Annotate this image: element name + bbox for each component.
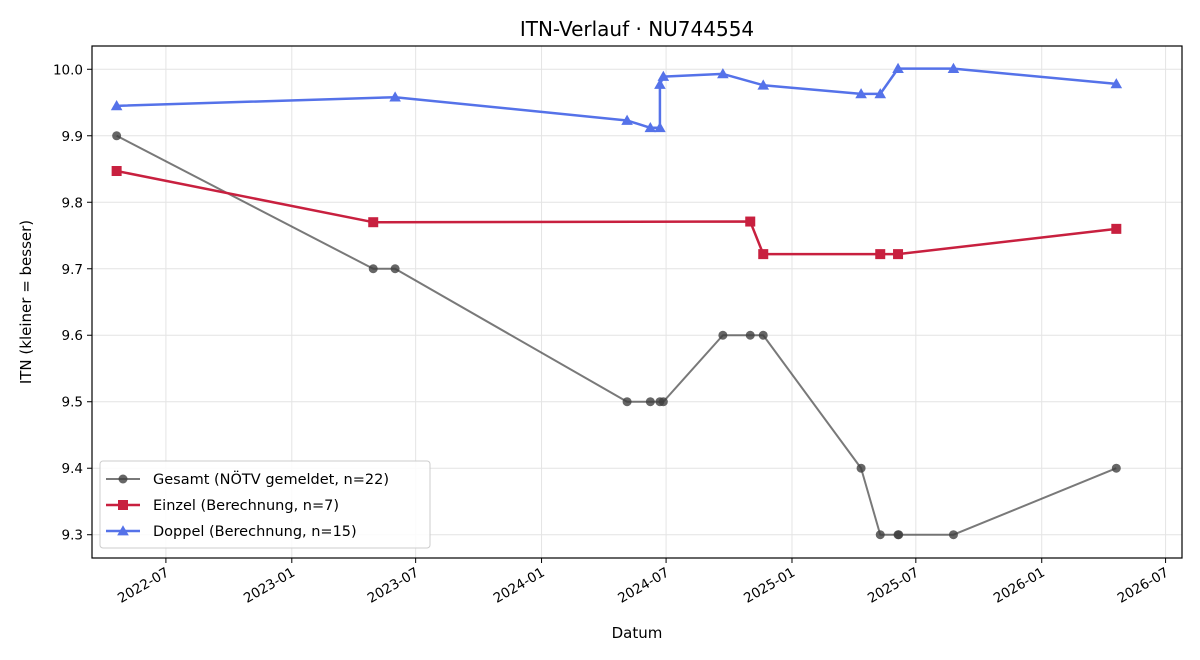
data-point xyxy=(856,463,866,473)
y-tick-label: 10.0 xyxy=(53,62,83,78)
data-point xyxy=(1111,463,1121,473)
data-point xyxy=(894,530,904,540)
data-point xyxy=(758,330,768,340)
legend-swatch-marker xyxy=(118,474,128,484)
data-point xyxy=(622,397,632,407)
data-point xyxy=(654,78,666,89)
legend-swatch-marker xyxy=(118,500,128,510)
series-layer xyxy=(110,62,1123,540)
y-tick-label: 9.4 xyxy=(62,461,83,477)
data-point xyxy=(758,249,769,260)
x-axis-title: Datum xyxy=(612,624,663,642)
data-point xyxy=(855,88,867,99)
data-point xyxy=(389,91,401,102)
legend-label: Einzel (Berechnung, n=7) xyxy=(153,498,339,514)
data-point xyxy=(111,166,122,177)
data-point xyxy=(112,131,122,141)
y-tick-label: 9.7 xyxy=(62,262,83,278)
data-point xyxy=(644,121,657,133)
data-point xyxy=(717,68,729,79)
data-point xyxy=(657,70,670,81)
data-point xyxy=(745,330,755,340)
data-point xyxy=(947,62,960,73)
data-point xyxy=(874,88,887,99)
series-circle xyxy=(112,131,1121,540)
plot-area-frame xyxy=(91,45,1183,559)
y-tick-label: 9.6 xyxy=(62,328,83,344)
legend-label: Gesamt (NÖTV gemeldet, n=22) xyxy=(153,470,389,488)
series-triangle xyxy=(110,62,1123,133)
data-point xyxy=(948,530,958,540)
data-point xyxy=(892,62,904,73)
y-tick-label: 9.8 xyxy=(62,195,83,211)
data-point xyxy=(110,100,123,111)
data-point xyxy=(654,121,666,133)
data-point xyxy=(645,397,655,407)
y-axis: 9.3 9.4 9.5 9.6 9.7 9.8 9.9 10.0 xyxy=(53,62,92,544)
series-square xyxy=(111,166,1122,260)
y-tick-label: 9.9 xyxy=(62,129,83,145)
legend-box xyxy=(99,460,431,549)
y-tick-label: 9.5 xyxy=(62,395,83,411)
y-tick-label: 9.3 xyxy=(62,528,83,544)
data-point xyxy=(875,530,885,540)
data-point xyxy=(368,217,379,228)
data-point xyxy=(390,264,400,274)
data-point xyxy=(718,330,728,340)
data-point xyxy=(1110,78,1123,89)
data-point xyxy=(757,79,770,90)
chart-title: ITN-Verlauf · NU744554 xyxy=(520,17,754,41)
data-point xyxy=(745,216,756,227)
legend: Gesamt (NÖTV gemeldet, n=22) Einzel (Bere… xyxy=(99,460,431,549)
data-point xyxy=(368,264,378,274)
data-point xyxy=(658,397,668,407)
data-point xyxy=(875,249,886,260)
legend-label: Doppel (Berechnung, n=15) xyxy=(153,524,357,540)
data-point xyxy=(893,249,904,260)
data-point xyxy=(621,114,633,125)
data-point xyxy=(1111,223,1122,234)
legend-swatch-marker xyxy=(117,525,129,536)
y-axis-title: ITN (kleiner = besser) xyxy=(17,220,35,384)
